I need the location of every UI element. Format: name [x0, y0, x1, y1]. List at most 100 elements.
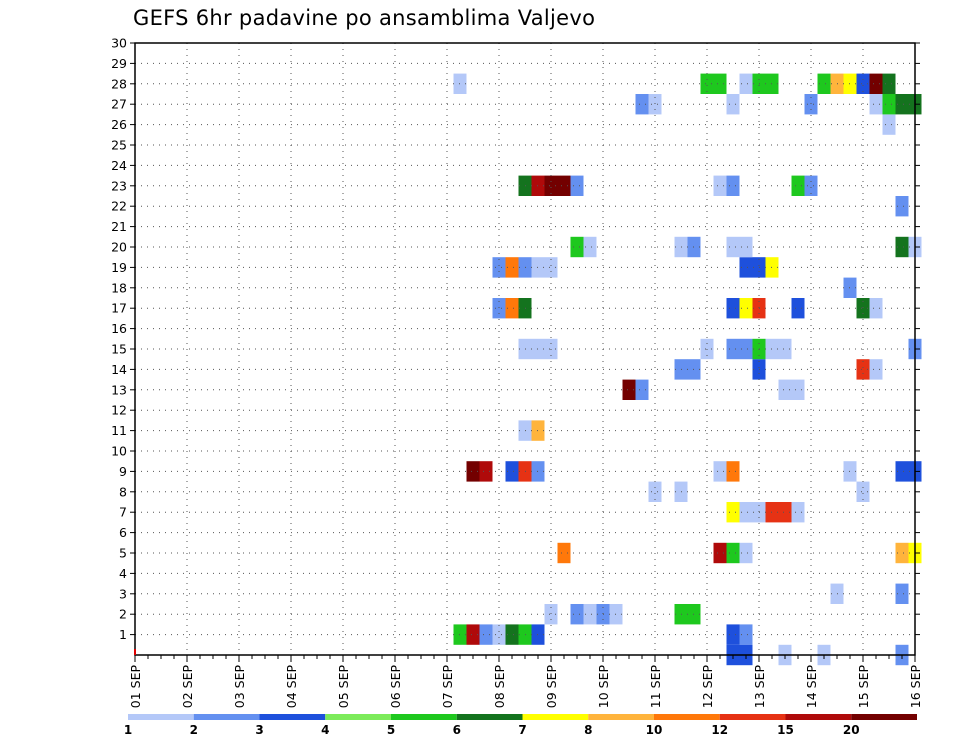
heatmap-cell [895, 94, 909, 115]
legend-swatch [128, 714, 194, 720]
heatmap-cell [804, 175, 818, 196]
heatmap-cell [492, 257, 506, 278]
heatmap-cell [739, 542, 753, 564]
y-tick-label: 21 [111, 219, 127, 234]
y-tick-label: 13 [111, 382, 127, 397]
legend-swatch [719, 714, 786, 720]
heatmap-cell [505, 461, 519, 482]
heatmap-cell [466, 461, 480, 482]
heatmap-cell [778, 502, 792, 523]
y-tick-label: 23 [111, 178, 127, 193]
heatmap-cell [492, 298, 506, 319]
heatmap-cell [726, 175, 740, 196]
x-tick-label: 05 SEP [336, 665, 351, 709]
y-tick-label: 30 [111, 36, 127, 51]
legend-swatch [259, 714, 326, 720]
y-tick-label: 27 [111, 97, 127, 112]
heatmap-cell [739, 257, 753, 278]
heatmap-cell [869, 298, 883, 319]
y-axis-ticks: 1234567891011121314151617181920212223242… [111, 36, 920, 642]
legend-swatch [654, 714, 720, 720]
heatmap-cell [726, 298, 740, 319]
heatmap-cell [492, 624, 506, 645]
x-tick-label: 09 SEP [544, 665, 559, 709]
x-tick-label: 07 SEP [440, 665, 455, 709]
heatmap-cell [778, 379, 792, 400]
heatmap-cell [713, 73, 727, 94]
legend-swatch [456, 714, 523, 720]
y-tick-label: 18 [111, 280, 127, 295]
heatmap-cell [739, 624, 753, 645]
y-tick-label: 14 [111, 362, 127, 377]
y-tick-label: 22 [111, 199, 127, 214]
heatmap-cell [895, 542, 909, 564]
y-tick-label: 5 [119, 546, 127, 561]
legend-label: 5 [387, 723, 395, 737]
x-tick-label: 12 SEP [700, 665, 715, 709]
heatmap-cell [856, 73, 870, 94]
heatmap-cell [856, 298, 870, 319]
heatmap-cell [882, 94, 896, 115]
heatmap-cell [791, 379, 805, 400]
heatmap-cell [479, 624, 493, 645]
heatmap-cell [544, 604, 558, 625]
y-tick-label: 29 [111, 56, 127, 71]
legend-label: 20 [843, 723, 860, 737]
y-tick-label: 24 [111, 158, 127, 173]
y-tick-label: 15 [111, 342, 127, 357]
heatmap-cell [713, 175, 727, 196]
heatmap-cell [739, 502, 753, 523]
heatmap-cell [856, 481, 870, 502]
heatmap-cell [895, 196, 909, 217]
x-tick-label: 15 SEP [856, 665, 871, 709]
heatmap-cell [856, 359, 870, 380]
x-axis-ticks: 01 SEP 02 SEP 03 SEP 04 SEP 05 SEP 06 SEP 07 S… [128, 649, 923, 708]
y-tick-label: 7 [119, 505, 127, 520]
legend-label: 3 [255, 723, 263, 737]
y-tick-label: 6 [119, 525, 127, 540]
heatmap-cell [505, 257, 519, 278]
heatmap-cell [895, 461, 909, 482]
legend-label: 12 [711, 723, 728, 737]
heatmap-cell [726, 502, 740, 523]
legend-label: 8 [584, 723, 592, 737]
heatmap-cell [817, 73, 831, 94]
y-tick-label: 26 [111, 117, 127, 132]
y-tick-label: 8 [119, 484, 127, 499]
heatmap-cell [791, 502, 805, 523]
y-tick-label: 25 [111, 138, 127, 153]
heatmap-cell [882, 114, 896, 135]
x-tick-label: 13 SEP [752, 665, 767, 709]
x-tick-label: 04 SEP [284, 665, 299, 709]
chart-title: GEFS 6hr padavine po ansamblima Valjevo [133, 6, 596, 30]
x-tick-label: 01 SEP [128, 665, 143, 709]
heatmap-cell [739, 73, 753, 94]
heatmap-cell [570, 236, 584, 258]
legend-swatch [193, 714, 260, 720]
heatmap-cell [648, 94, 662, 115]
heatmap-cell [570, 175, 584, 196]
heatmap-cell [778, 338, 792, 360]
heatmap-cell [895, 583, 909, 604]
heatmap-cell [544, 175, 558, 196]
y-tick-label: 16 [111, 321, 127, 336]
y-tick-label: 20 [111, 240, 127, 255]
heatmap-cell [622, 379, 636, 400]
y-tick-label: 9 [119, 464, 127, 479]
legend-label: 15 [777, 723, 794, 737]
heatmap-cell [726, 236, 740, 258]
legend-label: 2 [190, 723, 198, 737]
heatmap-cell [804, 94, 818, 115]
y-tick-label: 10 [111, 444, 127, 459]
heatmap-cell [713, 461, 727, 482]
y-tick-label: 17 [111, 301, 127, 316]
grid-lines [135, 43, 915, 655]
heatmap-cell [726, 624, 740, 645]
heatmap-cell [505, 298, 519, 319]
x-tick-label: 14 SEP [804, 665, 819, 709]
heatmap-cell [544, 257, 558, 278]
legend-swatch [851, 714, 917, 720]
heatmap-cell [791, 298, 805, 319]
x-tick-label: 02 SEP [180, 665, 195, 709]
heatmap-cell [739, 298, 753, 319]
